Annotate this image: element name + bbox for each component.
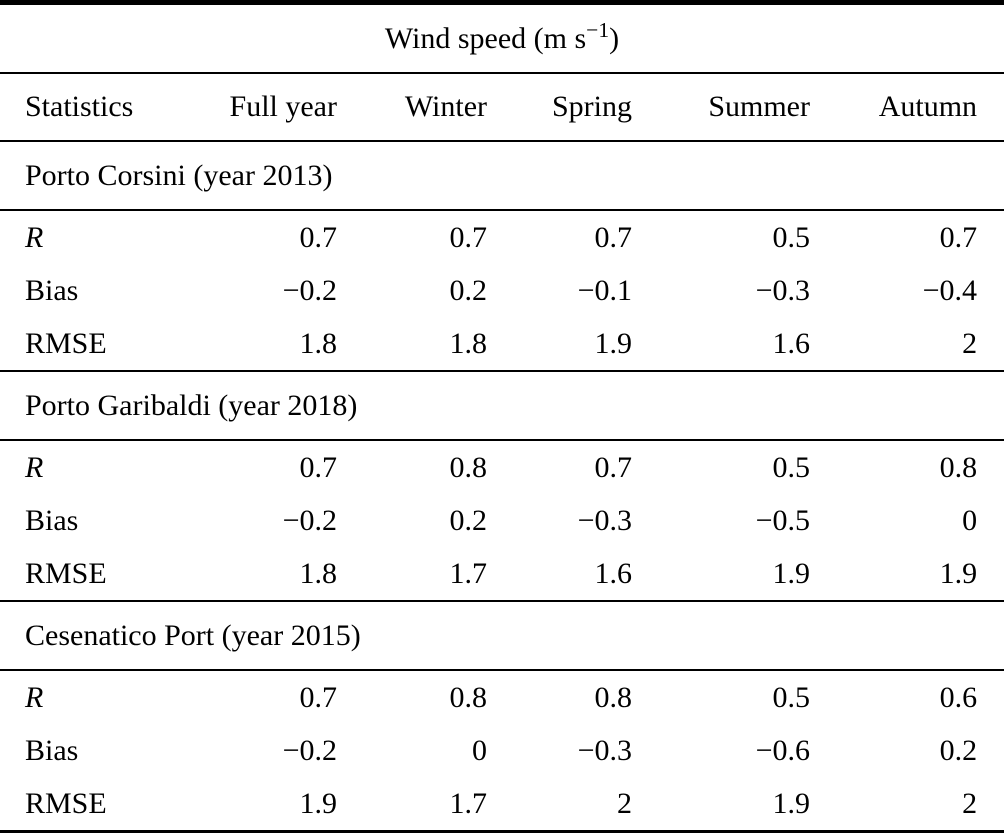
value-cell: 0.7	[299, 450, 338, 484]
table-row: RMSE 1.9 1.7 2 1.9 2	[0, 777, 1004, 833]
value-cell: 0.7	[594, 220, 633, 254]
table-row: RMSE 1.8 1.7 1.6 1.9 1.9	[0, 547, 1004, 602]
value-cell: −0.3	[755, 273, 810, 307]
value-cell: −0.2	[282, 503, 337, 537]
value-cell: 1.9	[632, 777, 810, 833]
stat-label: R	[25, 680, 44, 714]
table-title: Wind speed (m s−1)	[0, 0, 1004, 74]
table-row: R 0.7 0.8 0.8 0.5 0.6	[0, 670, 1004, 724]
value-cell: −0.2	[282, 733, 337, 767]
table-row: Bias −0.2 0.2 −0.3 −0.5 0	[0, 494, 1004, 547]
value-cell: 1.6	[487, 547, 632, 602]
stat-label: R	[25, 450, 44, 484]
column-header-spring: Spring	[487, 73, 632, 142]
table-row: Bias −0.2 0 −0.3 −0.6 0.2	[0, 724, 1004, 777]
table-title-row: Wind speed (m s−1)	[0, 0, 1004, 74]
value-cell: 0.2	[939, 733, 978, 767]
value-cell: 2	[487, 777, 632, 833]
section-header-porto-garibaldi: Porto Garibaldi (year 2018)	[0, 371, 1004, 441]
stat-label: RMSE	[0, 547, 190, 602]
stat-label: RMSE	[0, 777, 190, 833]
value-cell: 2	[810, 317, 1004, 372]
value-cell: 0.8	[449, 680, 488, 714]
value-cell: 1.8	[190, 547, 337, 602]
stat-label: Bias	[25, 503, 79, 537]
value-cell: 1.7	[337, 547, 487, 602]
table-row: RMSE 1.8 1.8 1.9 1.6 2	[0, 317, 1004, 372]
value-cell: 1.9	[487, 317, 632, 372]
value-cell: 1.6	[632, 317, 810, 372]
value-cell: −0.4	[922, 273, 978, 307]
column-header-autumn: Autumn	[810, 73, 1004, 142]
stat-label: RMSE	[0, 317, 190, 372]
value-cell: −0.5	[755, 503, 810, 537]
stat-label: Bias	[25, 273, 79, 307]
column-header-full-year: Full year	[190, 73, 337, 142]
column-header-statistics: Statistics	[0, 73, 190, 142]
value-cell: 1.9	[190, 777, 337, 833]
table-title-text: Wind speed (m s	[384, 21, 587, 55]
value-cell: 0.6	[939, 680, 978, 714]
value-cell: 0.7	[594, 450, 633, 484]
column-header-winter: Winter	[337, 73, 487, 142]
table-row: R 0.7 0.7 0.7 0.5 0.7	[0, 210, 1004, 264]
value-cell: 1.8	[190, 317, 337, 372]
value-cell: −0.3	[577, 503, 632, 537]
section-label: Cesenatico Port (year 2015)	[0, 601, 1004, 671]
value-cell: 0.2	[449, 273, 488, 307]
value-cell: 0	[472, 733, 487, 767]
section-label: Porto Corsini (year 2013)	[0, 141, 1004, 211]
value-cell: 1.7	[337, 777, 487, 833]
value-cell: 1.9	[810, 547, 1004, 602]
value-cell: −0.1	[577, 273, 632, 307]
stat-label: R	[25, 220, 44, 254]
value-cell: 0.2	[449, 503, 488, 537]
value-cell: 0.7	[939, 220, 978, 254]
value-cell: 0.5	[772, 680, 811, 714]
value-cell: 0	[962, 503, 978, 537]
value-cell: 0.8	[594, 680, 633, 714]
column-header-summer: Summer	[632, 73, 810, 142]
column-header-row: Statistics Full year Winter Spring Summe…	[0, 73, 1004, 142]
section-label: Porto Garibaldi (year 2018)	[0, 371, 1004, 441]
table-title-close: )	[609, 21, 620, 55]
value-cell: 0.5	[772, 450, 811, 484]
section-header-porto-corsini: Porto Corsini (year 2013)	[0, 141, 1004, 211]
value-cell: 0.7	[299, 680, 338, 714]
value-cell: −0.2	[282, 273, 337, 307]
value-cell: 0.7	[299, 220, 338, 254]
value-cell: 0.5	[772, 220, 811, 254]
value-cell: 0.7	[449, 220, 488, 254]
value-cell: −0.3	[577, 733, 632, 767]
value-cell: 0.8	[939, 450, 978, 484]
value-cell: 1.8	[337, 317, 487, 372]
section-header-cesenatico-port: Cesenatico Port (year 2015)	[0, 601, 1004, 671]
value-cell: −0.6	[755, 733, 810, 767]
value-cell: 1.9	[632, 547, 810, 602]
value-cell: 0.8	[449, 450, 488, 484]
table-row: Bias −0.2 0.2 −0.1 −0.3 −0.4	[0, 264, 1004, 317]
table-row: R 0.7 0.8 0.7 0.5 0.8	[0, 440, 1004, 494]
table-title-superscript: −1	[586, 17, 610, 42]
value-cell: 2	[810, 777, 1004, 833]
stat-label: Bias	[25, 733, 79, 767]
